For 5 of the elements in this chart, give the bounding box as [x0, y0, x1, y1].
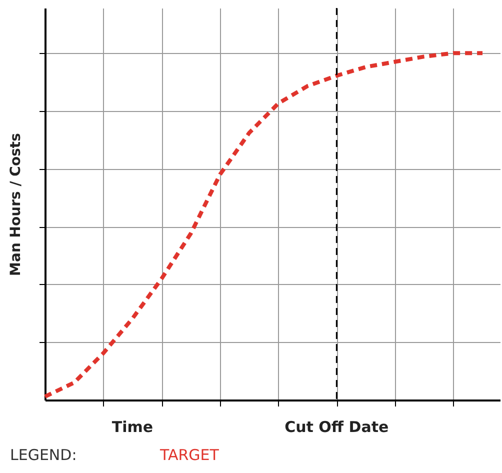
text: TARGET	[159, 446, 220, 464]
legend-title: LEGEND:	[10, 446, 77, 464]
x-tick-label: Time	[112, 418, 154, 436]
x-tick-label: Cut Off Date	[284, 418, 389, 436]
y-axis-title: Man Hours / Costs	[8, 133, 24, 276]
